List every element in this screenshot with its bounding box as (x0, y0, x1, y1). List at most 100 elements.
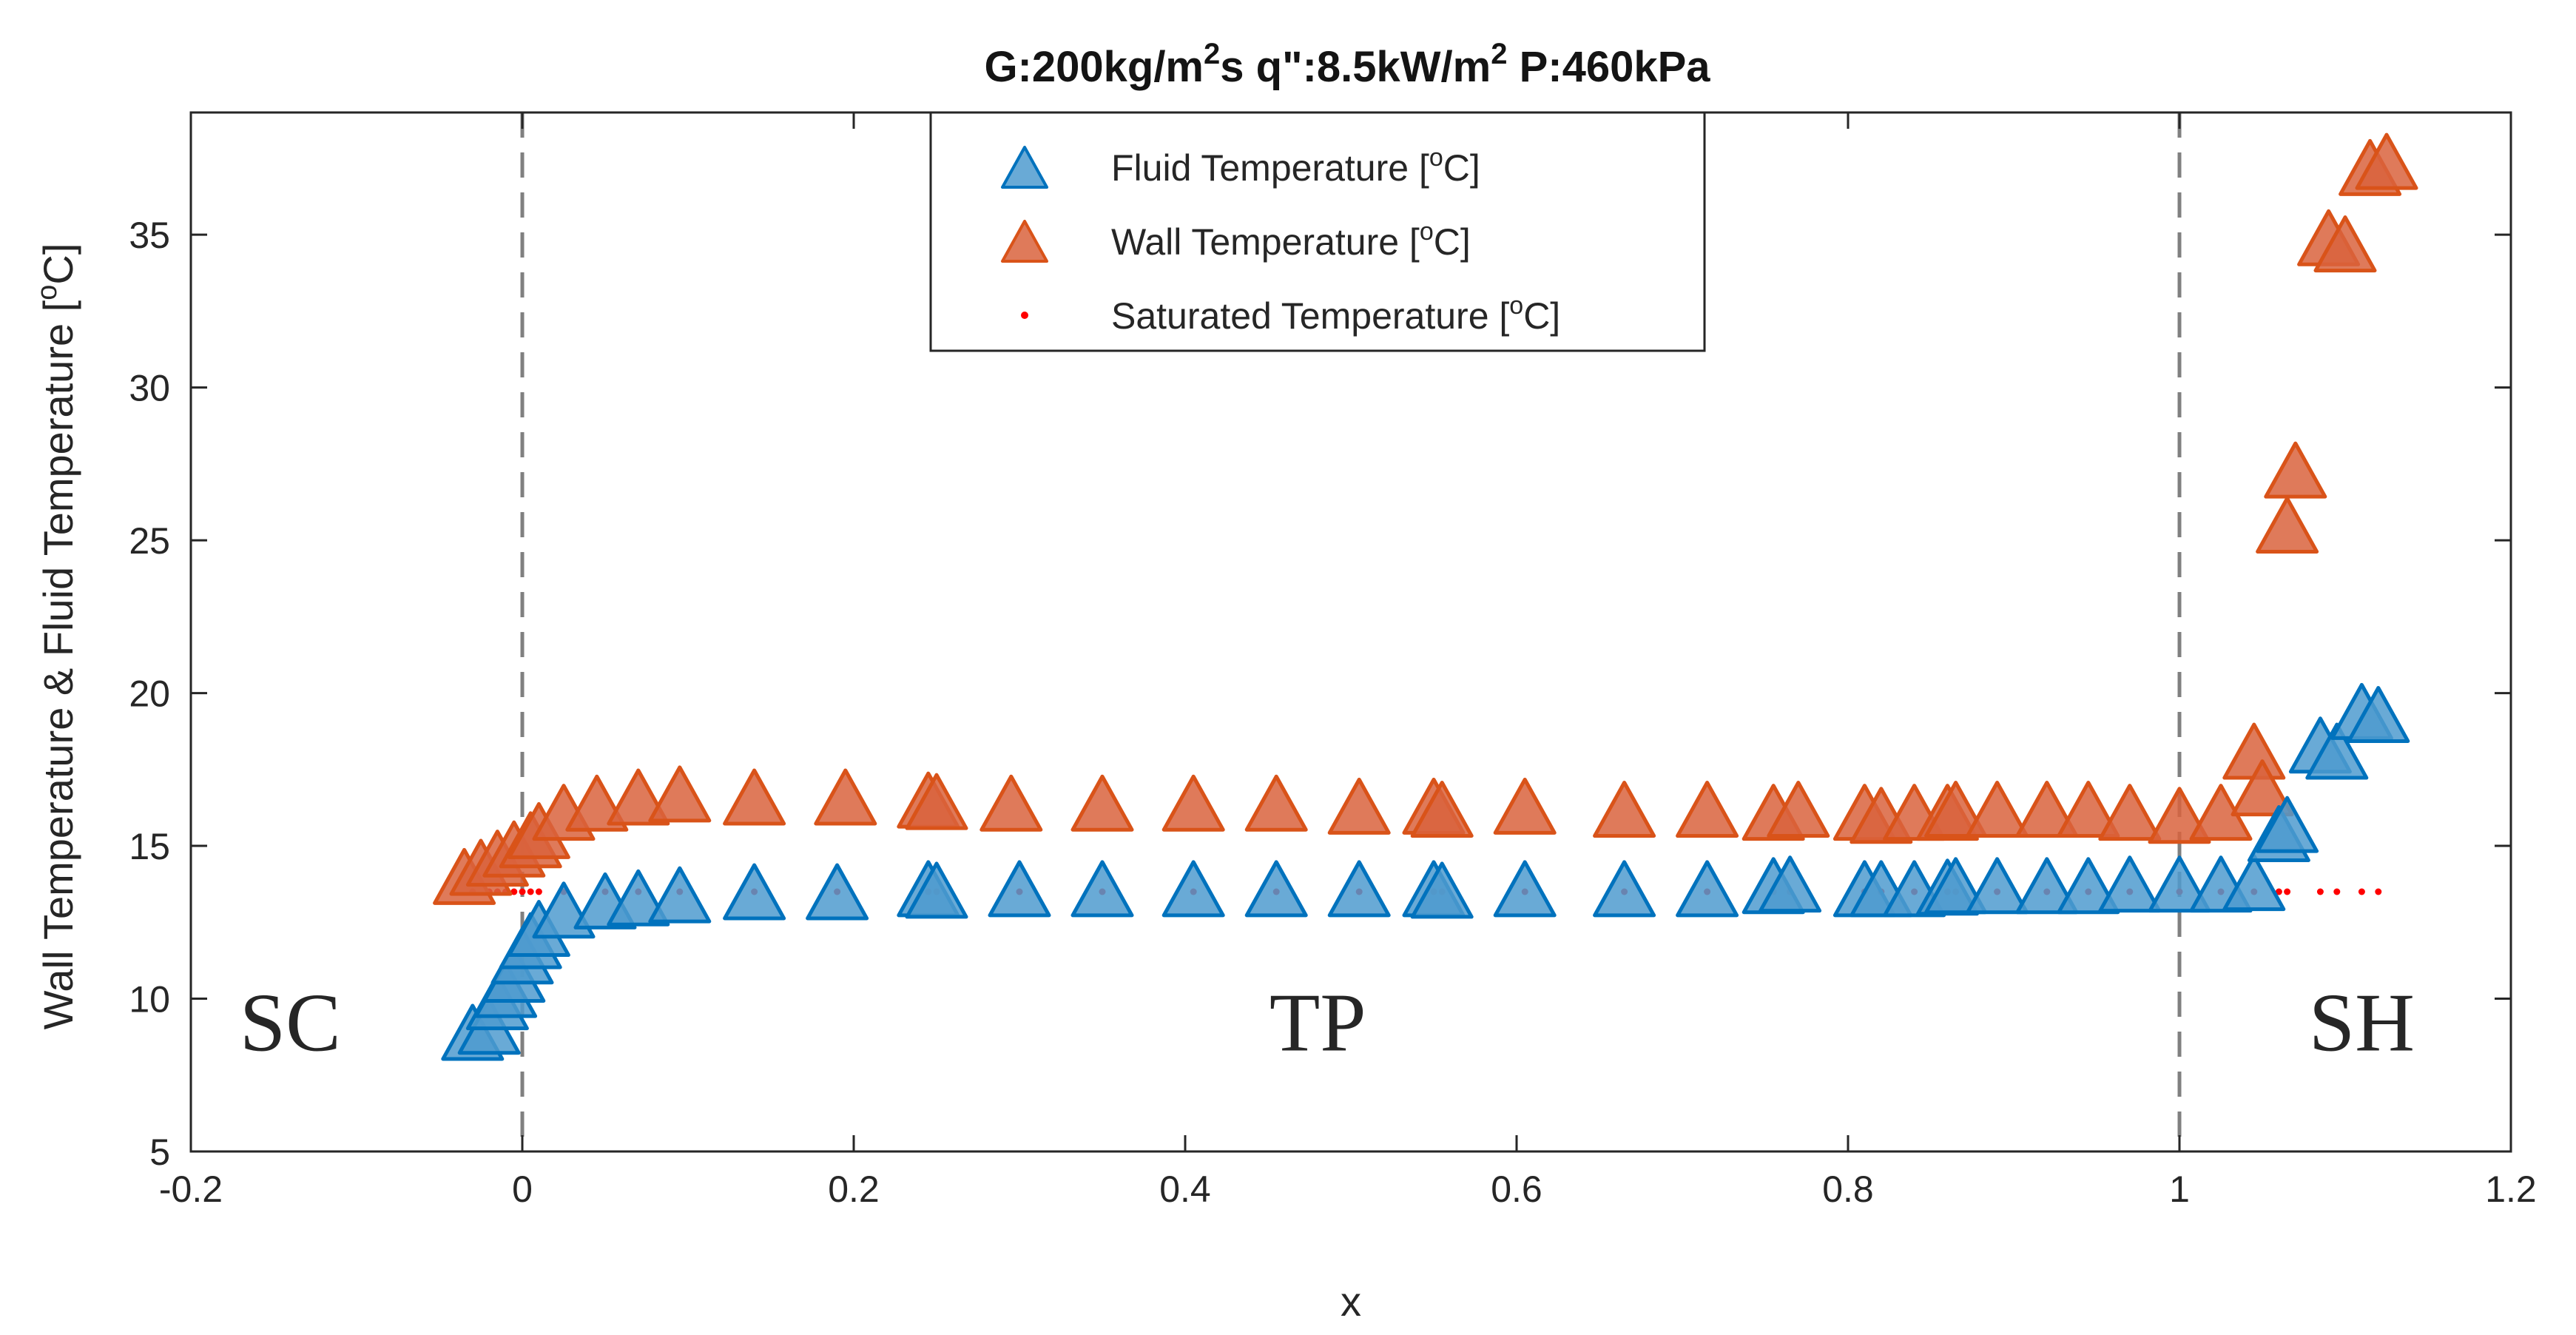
wall-temperature-point (1493, 777, 1557, 835)
wall-temperature-point (648, 765, 712, 823)
saturated-temperature-point (527, 888, 534, 895)
wall-temperature-point (1924, 781, 1988, 838)
legend: Fluid Temperature [oC] Wall Temperature … (929, 111, 1706, 352)
wall-temperature-point (1327, 777, 1391, 835)
fluid-temperature-point (2148, 855, 2211, 913)
y-tick-label: 35 (129, 215, 170, 256)
legend-marker-sat (1021, 312, 1028, 319)
fluid-temperature-point (1070, 860, 1134, 918)
x-tick-label: -0.2 (159, 1168, 223, 1210)
y-tick-label: 15 (129, 826, 170, 867)
wall-temperature-point (2148, 787, 2211, 844)
wall-temperature-point (2098, 784, 2162, 841)
y-axis-label-main: Wall Temperature & Fluid Temperature [ (35, 300, 81, 1029)
wall-temperature-point (2264, 441, 2327, 499)
legend-entry-saturated: Saturated Temperature [oC] (1111, 292, 1560, 337)
legend-entry-wall-end: C] (1434, 221, 1471, 263)
wall-temperature-point (980, 774, 1043, 832)
x-tick-label: 0.2 (828, 1168, 880, 1210)
y-tick-label: 25 (129, 520, 170, 562)
fluid-temperature-point (1593, 860, 1656, 918)
fluid-temperature-point (988, 860, 1051, 918)
saturated-temperature-point (519, 888, 526, 895)
fluid-temperature-point (806, 863, 869, 921)
y-tick-label: 30 (129, 368, 170, 409)
fluid-temperature-point (1924, 857, 1988, 915)
x-tick-label: 0 (512, 1168, 533, 1210)
region-labels: SC TP SH (240, 978, 2415, 1069)
y-tick-label: 20 (129, 673, 170, 715)
fluid-temperature-point (2015, 857, 2079, 915)
legend-entry-saturated-sup: o (1509, 292, 1523, 320)
legend-entry-fluid: Fluid Temperature [oC] (1111, 144, 1480, 189)
y-axis-label: Wall Temperature & Fluid Temperature [oC… (32, 243, 81, 1030)
fluid-temperature-point (1676, 860, 1739, 918)
wall-temperature-point (1676, 781, 1739, 838)
wall-temperature-point (2231, 759, 2294, 817)
chart-title-prefix: G:200kg/m (984, 43, 1204, 91)
saturated-temperature-point (2275, 888, 2282, 895)
saturated-temperature-point (2358, 888, 2365, 895)
wall-temperature-point (2057, 781, 2120, 838)
chart-title: G:200kg/m2s q":8.5kW/m2 P:460kPa (984, 38, 1710, 91)
legend-entry-saturated-name: Saturated Temperature [ (1111, 295, 1509, 337)
fluid-temperature-point (905, 861, 968, 919)
wall-temperature-point (1244, 774, 1308, 832)
fluid-temperature-point (648, 866, 712, 924)
y-tick-label: 5 (149, 1131, 170, 1173)
saturated-temperature-point (2375, 888, 2382, 895)
wall-temperature-point (1070, 774, 1134, 832)
saturated-temperature-point (2333, 888, 2341, 895)
fluid-temperature-point (2098, 855, 2162, 913)
fluid-temperature-point (2305, 722, 2369, 780)
wall-temperature-point (1161, 774, 1225, 832)
wall-temperature-point (1767, 781, 1830, 838)
fluid-series (441, 682, 2410, 1061)
legend-entry-wall-name: Wall Temperature [ (1111, 221, 1420, 263)
chart-title-mid: s q":8.5kW/m (1220, 43, 1491, 91)
wall-series (433, 132, 2418, 905)
legend-entry-fluid-name: Fluid Temperature [ (1111, 147, 1429, 189)
wall-temperature-point (1593, 781, 1656, 838)
y-axis-label-sup: o (32, 285, 63, 300)
fluid-temperature-point (1966, 857, 2029, 915)
saturated-temperature-point (535, 888, 542, 895)
x-tick-label: 1 (2169, 1168, 2190, 1210)
y-tick-label: 10 (129, 979, 170, 1020)
saturated-temperature-point (2316, 888, 2324, 895)
fluid-temperature-point (2057, 857, 2120, 915)
fluid-temperature-point (2347, 685, 2410, 743)
legend-markers (1001, 146, 1048, 319)
y-ticks: 5 10 15 20 25 30 35 (129, 215, 2511, 1173)
fluid-temperature-point (723, 863, 786, 921)
wall-temperature-point (723, 768, 786, 826)
fluid-temperature-point (2256, 796, 2319, 853)
legend-entry-saturated-end: C] (1523, 295, 1560, 337)
wall-temperature-point (1410, 781, 1474, 838)
fluid-temperature-point (1410, 861, 1474, 919)
saturated-temperature-point (2284, 888, 2291, 895)
legend-entry-fluid-sup: o (1429, 144, 1443, 172)
legend-entry-wall-sup: o (1420, 218, 1434, 246)
region-label-sh: SH (2309, 978, 2415, 1069)
x-tick-label: 0.6 (1491, 1168, 1542, 1210)
legend-entry-fluid-end: C] (1443, 147, 1480, 189)
x-tick-label: 0.4 (1159, 1168, 1211, 1210)
legend-box (929, 111, 1706, 352)
fluid-temperature-point (1161, 860, 1225, 918)
wall-temperature-point (607, 768, 670, 826)
wall-temperature-point (1966, 781, 2029, 838)
x-axis-label: x (1341, 1278, 1361, 1325)
x-tick-label: 1.2 (2485, 1168, 2537, 1210)
y-axis-label-end: C] (35, 243, 81, 285)
x-ticks: -0.2 0 0.2 0.4 0.6 0.8 1 1.2 (159, 112, 2537, 1210)
chart-title-sup2: 2 (1491, 38, 1507, 70)
vlines-layer (520, 112, 2182, 1151)
fluid-temperature-point (2222, 854, 2286, 912)
wall-temperature-point (2256, 496, 2319, 554)
fluid-temperature-point (1493, 860, 1557, 918)
fluid-temperature-point (1759, 855, 1822, 913)
wall-temperature-point (2355, 132, 2418, 190)
legend-entry-wall: Wall Temperature [oC] (1111, 218, 1471, 263)
